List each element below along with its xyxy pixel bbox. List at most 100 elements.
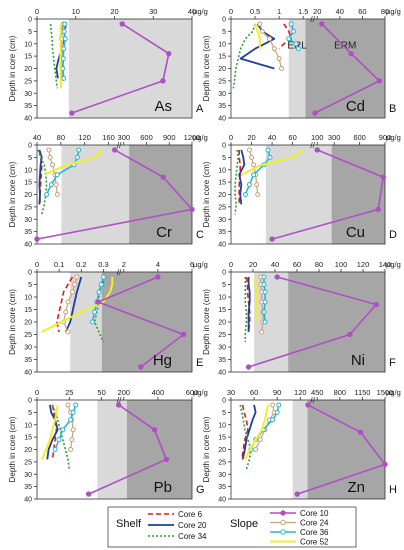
panel-letter: D bbox=[389, 229, 397, 241]
y-tick-label: 35 bbox=[24, 357, 32, 364]
data-point-core36 bbox=[96, 289, 102, 295]
y-tick-label: 0 bbox=[28, 398, 32, 405]
y-tick-label: 30 bbox=[218, 345, 226, 352]
x-tick-label: 1200 bbox=[184, 133, 201, 142]
erm-zone bbox=[331, 145, 385, 244]
y-tick-label: 25 bbox=[218, 204, 226, 211]
x-tick-label: 30 bbox=[149, 7, 157, 16]
data-point-core36 bbox=[261, 309, 267, 315]
x-tick-label: 40 bbox=[336, 7, 344, 16]
x-tick-label: 20 bbox=[247, 133, 255, 142]
erl-zone bbox=[292, 400, 308, 499]
y-tick-label: 0 bbox=[222, 270, 226, 277]
y-tick-label: 30 bbox=[218, 217, 226, 224]
axis-break-mark: // bbox=[310, 396, 315, 405]
y-tick-label: 10 bbox=[218, 41, 226, 48]
x-tick-label: 0.3 bbox=[98, 260, 108, 269]
data-point-core36 bbox=[251, 172, 257, 178]
data-point-core36 bbox=[276, 402, 282, 408]
x-tick-label: 0.1 bbox=[54, 260, 64, 269]
x-tick-label: 140 bbox=[379, 260, 392, 269]
series-line-core6 bbox=[241, 404, 249, 460]
legend-marker-core10 bbox=[280, 510, 286, 516]
x-tick-label: 90 bbox=[273, 388, 281, 397]
data-point-core10 bbox=[314, 147, 320, 153]
data-point-core36 bbox=[92, 309, 98, 315]
series-line-core20 bbox=[247, 277, 251, 332]
y-tick-label: 20 bbox=[24, 447, 32, 454]
y-tick-label: 5 bbox=[28, 29, 32, 36]
y-tick-label: 15 bbox=[24, 180, 32, 187]
element-label: Hg bbox=[153, 352, 172, 369]
axis-break-mark: // bbox=[310, 141, 315, 150]
data-point-core24 bbox=[267, 36, 272, 42]
data-point-core36 bbox=[100, 274, 106, 280]
data-point-core24 bbox=[257, 437, 263, 443]
data-point-core24 bbox=[255, 192, 261, 197]
data-point-core36 bbox=[293, 41, 299, 47]
series-line-core52 bbox=[254, 277, 259, 322]
y-tick-label: 5 bbox=[222, 29, 226, 36]
data-point-core10 bbox=[115, 402, 122, 408]
x-tick-label: 80 bbox=[315, 260, 323, 269]
axis-break-mark: // bbox=[117, 141, 122, 150]
y-tick-label: 0 bbox=[222, 17, 226, 24]
erm-zone bbox=[305, 19, 385, 118]
data-point-core10 bbox=[166, 50, 172, 57]
data-point-core24 bbox=[74, 274, 80, 280]
data-point-core24 bbox=[50, 162, 55, 168]
x-tick-label: 0 bbox=[229, 133, 233, 142]
data-point-core24 bbox=[279, 66, 285, 71]
x-tick-label: 40 bbox=[271, 260, 279, 269]
erl-zone bbox=[265, 145, 332, 244]
x-tick-label: 900 bbox=[379, 133, 392, 142]
legend-marker-core36 bbox=[280, 529, 286, 535]
series-line-core10 bbox=[271, 149, 385, 240]
data-point-core24 bbox=[68, 447, 74, 452]
legend-label-core34: Core 34 bbox=[178, 532, 207, 541]
y-tick-label: 15 bbox=[24, 54, 32, 61]
legend-label-core10: Core 10 bbox=[300, 509, 329, 518]
y-tick-label: 35 bbox=[24, 229, 32, 236]
data-point-core36 bbox=[48, 182, 54, 188]
x-tick-label: 4 bbox=[156, 260, 160, 269]
series-line-core20 bbox=[38, 149, 43, 205]
data-point-core24 bbox=[271, 46, 277, 52]
data-point-core10 bbox=[380, 174, 387, 180]
x-tick-label: 0 bbox=[35, 388, 39, 397]
data-point-core10 bbox=[373, 301, 379, 308]
series-line-core52 bbox=[59, 23, 62, 89]
data-point-core10 bbox=[112, 147, 118, 153]
y-tick-label: 10 bbox=[24, 422, 32, 429]
series-line-core52 bbox=[43, 149, 103, 176]
y-tick-label: 35 bbox=[24, 484, 32, 491]
y-tick-label: 0 bbox=[222, 398, 226, 405]
y-tick-label: 15 bbox=[218, 307, 226, 314]
x-tick-label: 40 bbox=[188, 7, 196, 16]
data-point-core24 bbox=[251, 162, 257, 168]
series-line-core52 bbox=[240, 149, 304, 176]
data-point-core10 bbox=[375, 206, 381, 213]
data-point-core24 bbox=[69, 289, 75, 295]
unit-label: µg/g bbox=[386, 133, 401, 142]
panel-letter: A bbox=[196, 103, 204, 115]
data-point-core10 bbox=[269, 236, 275, 242]
data-point-core36 bbox=[262, 289, 268, 295]
erm-label: ERM bbox=[334, 41, 356, 52]
data-point-core10 bbox=[357, 429, 364, 435]
y-tick-label: 20 bbox=[218, 192, 226, 199]
y-tick-label: 10 bbox=[24, 167, 32, 174]
y-tick-label: 15 bbox=[218, 435, 226, 442]
y-tick-label: 20 bbox=[218, 66, 226, 73]
data-point-core36 bbox=[286, 36, 292, 42]
y-tick-label: 25 bbox=[24, 78, 32, 85]
data-point-core36 bbox=[262, 319, 268, 325]
y-tick-label: 10 bbox=[218, 167, 226, 174]
y-tick-label: 40 bbox=[218, 242, 226, 249]
y-tick-label: 0 bbox=[28, 270, 32, 277]
series-line-core34 bbox=[37, 149, 48, 215]
data-point-core10 bbox=[155, 274, 161, 280]
